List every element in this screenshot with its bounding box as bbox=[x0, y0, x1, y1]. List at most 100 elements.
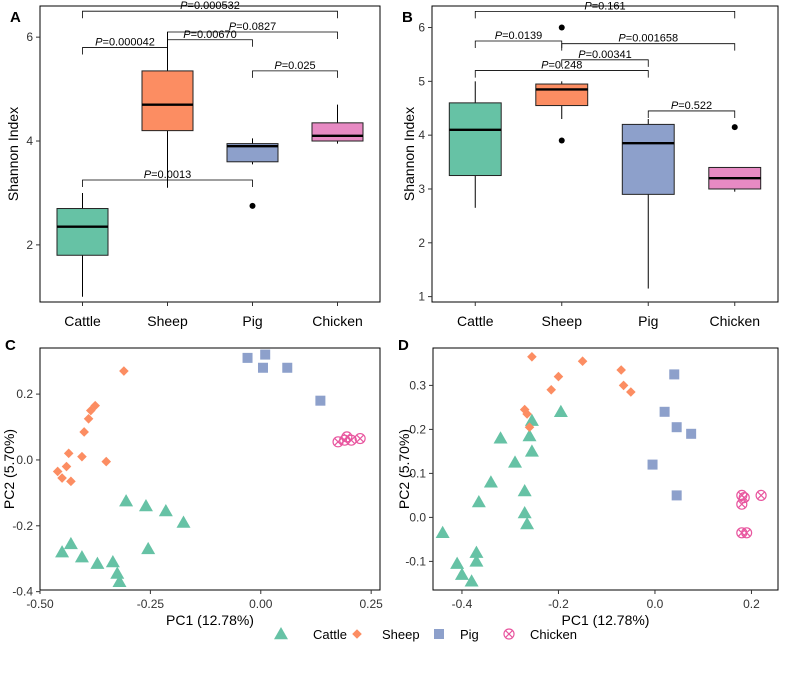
panel-letter-c: C bbox=[5, 337, 16, 354]
panel-b-comparison-cattle-pig-label-value: =0.248 bbox=[548, 60, 582, 72]
panel-d-point-cattle-14 bbox=[524, 444, 539, 457]
panel-c-point-cattle-2 bbox=[74, 550, 89, 563]
panel-d-point-cattle-10 bbox=[517, 484, 532, 497]
panel-c-point-cattle-1 bbox=[63, 536, 78, 550]
panel-a-box-pig bbox=[226, 143, 279, 163]
panel-c-point-sheep-7 bbox=[85, 405, 96, 416]
panel-d-xtick-label-3: 0.2 bbox=[743, 597, 760, 611]
panel-d-point-cattle-16 bbox=[553, 404, 568, 418]
panel-c-point-chicken-3-ring bbox=[345, 434, 357, 446]
panel-b-comparison-cattle-chicken-label: P=0.161 bbox=[584, 0, 625, 12]
panel-c-point-sheep-8 bbox=[90, 400, 100, 411]
panel-d-point-pig-0 bbox=[647, 459, 658, 470]
panel-d-point-chicken-5-cross-b bbox=[757, 491, 766, 500]
panel-c-point-cattle-11 bbox=[141, 541, 156, 555]
panel-b-box-sheep bbox=[535, 83, 589, 107]
panel-b-ytick-label-2: 2 bbox=[418, 236, 425, 250]
panel-a-comparison-cattle-chicken-bracket bbox=[82, 10, 338, 19]
panel-b-comparison-sheep-pig-label-value: =0.00341 bbox=[586, 49, 632, 61]
panel-a-comparison-sheep-chicken-label-prefix: P bbox=[229, 21, 237, 33]
panel-c-ytick-label-3: 0.2 bbox=[16, 387, 33, 401]
panel-letter-b: B bbox=[402, 9, 413, 26]
panel-a-comparison-sheep-pig-label-value: =0.00670 bbox=[191, 29, 237, 41]
panel-d-point-cattle-15 bbox=[524, 413, 539, 426]
panel-b-ytick-label-3: 3 bbox=[418, 182, 425, 196]
panel-b-xtick-label-chicken: Chicken bbox=[709, 313, 760, 329]
panel-a-comparison-pig-chicken-label-value: =0.025 bbox=[282, 60, 316, 72]
panel-a-comparison-cattle-pig-label: P=0.0013 bbox=[144, 169, 191, 181]
panel-b-comparison-cattle-pig-label-prefix: P bbox=[541, 60, 549, 72]
panel-a-box-cattle bbox=[56, 208, 109, 256]
legend-label-sheep: Sheep bbox=[382, 627, 420, 642]
panel-a-comparison-sheep-chicken-label: P=0.0827 bbox=[229, 21, 276, 33]
panel-d-point-cattle-6 bbox=[471, 495, 486, 508]
panel-c-point-chicken-0-cross-b bbox=[334, 437, 342, 446]
panel-d-point-cattle-4 bbox=[469, 545, 484, 558]
panel-b-comparison-cattle-sheep-bracket bbox=[474, 40, 563, 48]
panel-d-point-cattle-9 bbox=[508, 455, 523, 468]
panel-d-point-chicken-2-cross-b bbox=[740, 493, 749, 502]
panel-d-point-cattle-11 bbox=[517, 506, 532, 519]
panel-d-point-sheep-1 bbox=[522, 409, 532, 419]
panel-c-plot-frame bbox=[39, 347, 381, 591]
panel-c-point-sheep-2 bbox=[61, 461, 72, 472]
panel-a-comparison-cattle-sheep-label: P=0.000042 bbox=[95, 37, 155, 49]
panel-c-point-chicken-4-cross-b bbox=[356, 434, 365, 443]
panel-a-comparison-sheep-pig-label-prefix: P bbox=[183, 29, 191, 41]
panel-a-comparison-cattle-chicken-label-prefix: P bbox=[180, 0, 188, 12]
panel-d-pcoa-scatter: -0.4 -0.2 0.0 0.2 -0.1 0.0 0.1 0.2 0.3 PC1 (12.78… bbox=[396, 347, 779, 628]
panel-b-comparison-cattle-chicken-bracket bbox=[474, 10, 736, 19]
panel-a-box-sheep bbox=[141, 70, 194, 132]
panel-b-comparison-pig-chicken-label-value: =0.522 bbox=[678, 100, 712, 112]
panel-d-point-cattle-13 bbox=[522, 429, 537, 442]
panel-c-point-sheep-6 bbox=[83, 413, 94, 424]
panel-b-comparison-sheep-chicken-label-value: =0.001658 bbox=[626, 33, 678, 45]
panel-d-point-cattle-7 bbox=[483, 475, 498, 488]
panel-b-comparison-sheep-pig-label: P=0.00341 bbox=[578, 49, 632, 61]
panel-d-xtick-label-0: -0.4 bbox=[452, 597, 473, 611]
panel-c-point-pig-4 bbox=[315, 395, 326, 406]
panel-d-ytick-label-3: 0.2 bbox=[409, 422, 426, 436]
panel-a-plot-frame bbox=[39, 5, 381, 303]
panel-b-comparison-cattle-chicken-label-prefix: P bbox=[584, 0, 592, 12]
panel-a-xtick-label-pig: Pig bbox=[242, 313, 262, 329]
panel-c-point-cattle-10 bbox=[176, 515, 191, 528]
panel-d-point-cattle-8 bbox=[493, 431, 508, 444]
panel-a-ylabel: Shannon Index bbox=[5, 107, 21, 201]
panel-d-point-chicken-5-ring bbox=[755, 489, 767, 501]
panel-c-point-sheep-1 bbox=[57, 473, 67, 483]
panel-c-point-cattle-8 bbox=[138, 499, 153, 512]
panel-c-point-cattle-9 bbox=[158, 503, 173, 517]
panel-d-point-chicken-4 bbox=[741, 527, 753, 539]
panel-b-xtick-label-pig: Pig bbox=[638, 313, 658, 329]
panel-b-ytick-label-5: 5 bbox=[418, 74, 425, 88]
panel-b-comparison-cattle-pig-label: P=0.248 bbox=[541, 60, 582, 72]
panel-b-comparison-pig-chicken-bracket bbox=[647, 110, 736, 118]
panel-d-point-sheep-9 bbox=[626, 387, 636, 397]
panel-d-point-sheep-7 bbox=[616, 365, 626, 375]
legend-marker-sheep bbox=[352, 629, 362, 639]
panel-d-point-sheep-8 bbox=[618, 380, 629, 391]
panel-c-point-pig-2 bbox=[260, 349, 271, 360]
panel-c-point-cattle-5 bbox=[110, 566, 125, 579]
panel-c-xtick-label-0: -0.50 bbox=[26, 597, 54, 611]
panel-letter-d: D bbox=[398, 337, 409, 354]
panel-a-comparison-sheep-chicken-label-value: =0.0827 bbox=[236, 21, 276, 33]
legend-marker-chicken-ring bbox=[503, 628, 515, 640]
panel-b-comparison-cattle-sheep-label-prefix: P bbox=[495, 30, 503, 42]
panel-b-comparison-sheep-chicken-bracket bbox=[561, 43, 736, 51]
panel-c-point-cattle-4 bbox=[105, 555, 120, 568]
panel-b-ylabel: Shannon Index bbox=[401, 107, 417, 201]
panel-b-ytick-label-4: 4 bbox=[418, 128, 425, 142]
panel-b-xtick-label-cattle: Cattle bbox=[457, 313, 494, 329]
legend: Cattle Sheep Pig Chicken bbox=[274, 627, 577, 642]
legend-label-cattle: Cattle bbox=[313, 627, 347, 642]
panel-d-ytick-label-0: -0.1 bbox=[405, 554, 426, 568]
panel-d-point-cattle-2 bbox=[454, 567, 469, 580]
panel-d-point-chicken-1-cross-b bbox=[737, 500, 746, 509]
panel-a-comparison-sheep-pig-bracket bbox=[167, 39, 253, 47]
panel-d-xlabel: PC1 (12.78%) bbox=[562, 612, 650, 628]
panel-d-point-chicken-4-cross-b bbox=[742, 528, 751, 537]
panel-c-point-chicken-4-ring bbox=[354, 432, 366, 445]
panel-a-comparison-cattle-sheep-label-value: =0.000042 bbox=[103, 37, 155, 49]
